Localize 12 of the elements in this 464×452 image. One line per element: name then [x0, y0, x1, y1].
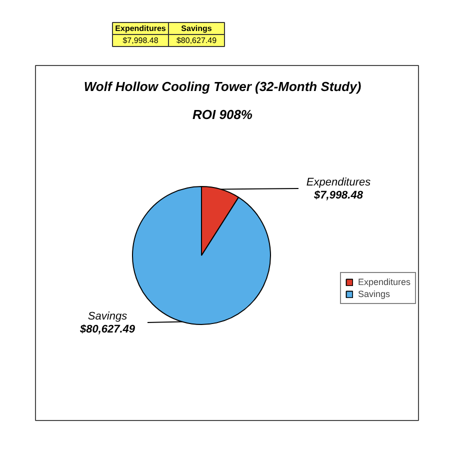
text: Expenditures — [115, 24, 166, 33]
legend-label: Expenditures — [358, 277, 411, 287]
chart-subtitle: ROI 908% — [192, 107, 253, 122]
chart-title: Wolf Hollow Cooling Tower (32-Month Study) — [84, 79, 362, 94]
legend-label: Savings — [358, 289, 390, 299]
slice-label: Savings — [88, 310, 128, 322]
slice-label: Expenditures — [306, 176, 372, 188]
text: $7,998.48 — [122, 36, 159, 45]
text: Savings — [181, 24, 212, 33]
data-label: $80,627.49 — [78, 324, 136, 336]
data-label: $7,998.48 — [313, 190, 364, 202]
text: $80,627.49 — [176, 36, 218, 45]
